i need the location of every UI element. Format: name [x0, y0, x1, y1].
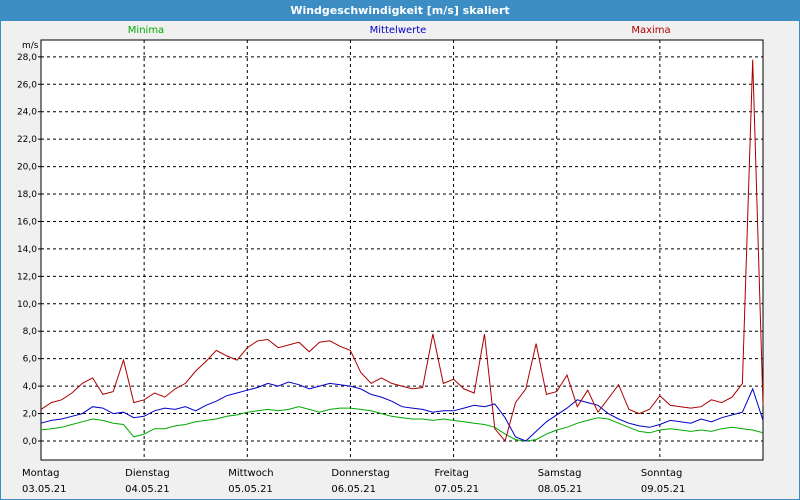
y-tick-label: 10,0	[17, 300, 37, 310]
y-tick-label: 12,0	[17, 272, 37, 282]
x-tick-date: 03.05.21	[22, 484, 67, 495]
y-tick-label: 8,0	[23, 327, 38, 337]
x-tick-date: 06.05.21	[331, 484, 376, 495]
y-tick-label: 26,0	[17, 80, 37, 90]
y-tick-label: 4,0	[23, 382, 38, 392]
series-line-minima	[40, 406, 764, 442]
x-tick-date: 08.05.21	[538, 484, 583, 495]
y-tick-label: 14,0	[17, 245, 37, 255]
x-tick-day: Montag	[22, 468, 59, 479]
x-tick-date: 07.05.21	[435, 484, 480, 495]
legend-mittelwerte: Mittelwerte	[370, 25, 427, 36]
y-tick-label: 20,0	[17, 163, 37, 173]
x-tick-day: Dienstag	[125, 468, 170, 479]
window-title: Windgeschwindigkeit [m/s] skaliert	[1, 1, 799, 21]
x-tick-day: Donnerstag	[331, 468, 389, 479]
y-tick-label: 6,0	[23, 355, 38, 365]
x-tick-date: 04.05.21	[125, 484, 170, 495]
y-axis-label: m/s	[22, 41, 39, 51]
y-tick-label: 16,0	[17, 217, 37, 227]
x-tick-day: Mittwoch	[228, 468, 273, 479]
series-line-mittelwerte	[40, 381, 764, 442]
legend-minima: Minima	[128, 25, 164, 36]
x-tick-day: Freitag	[435, 468, 469, 479]
y-tick-label: 22,0	[17, 135, 37, 145]
y-tick-labels: 0,0 2,0 4,0 6,0 8,0 10,0 12,0 14,0 16,0 18,0 20,0 2…	[17, 53, 41, 447]
x-tick-labels: Montag 03.05.21 Dienstag 04.05.21 Mittwoch 05…	[22, 468, 685, 495]
plot-area	[40, 39, 764, 461]
series-line-maxima	[40, 59, 764, 443]
y-tick-label: 24,0	[17, 108, 37, 118]
series-lines	[40, 59, 764, 443]
y-tick-label: 2,0	[23, 410, 38, 420]
y-tick-label: 0,0	[23, 437, 38, 447]
y-tick-label: 28,0	[17, 53, 37, 63]
x-tick-day: Samstag	[538, 468, 582, 479]
x-tick-date: 05.05.21	[228, 484, 273, 495]
x-tick-day: Sonntag	[641, 468, 683, 479]
y-tick-label: 18,0	[17, 190, 37, 200]
legend-maxima: Maxima	[631, 25, 670, 36]
x-tick-date: 09.05.21	[641, 484, 686, 495]
